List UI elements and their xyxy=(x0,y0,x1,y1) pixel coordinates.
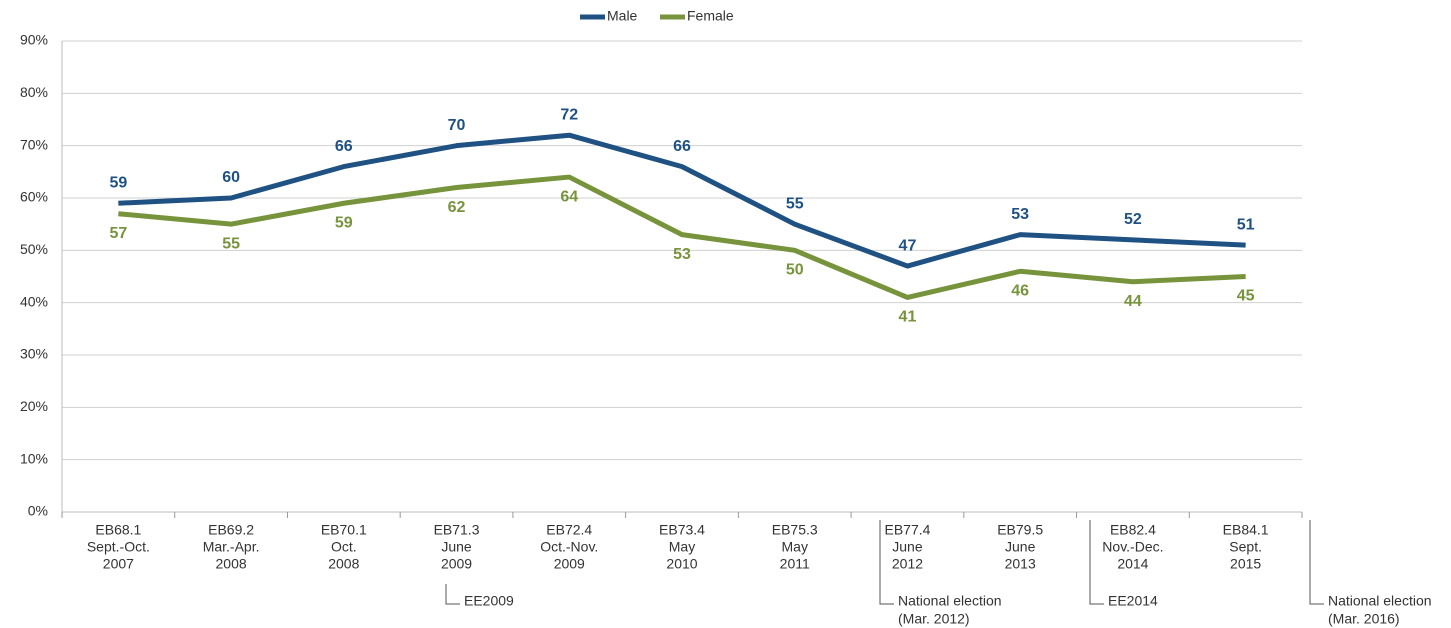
data-label: 53 xyxy=(1011,206,1029,223)
x-tick-label: EB75.3 xyxy=(772,522,818,538)
data-label: 62 xyxy=(448,199,466,216)
x-tick-label: Oct. xyxy=(331,539,357,555)
x-tick-label: EB72.4 xyxy=(546,522,592,538)
series-line xyxy=(118,132,1246,269)
x-tick-label: Sept. xyxy=(1229,539,1262,555)
x-tick-label: 2009 xyxy=(554,556,585,572)
y-tick-label: 80% xyxy=(20,84,48,100)
x-tick-label: 2008 xyxy=(328,556,359,572)
x-tick-label: EB68.1 xyxy=(95,522,141,538)
annotation-bracket xyxy=(879,520,894,605)
annotation-text: EE2009 xyxy=(464,593,514,609)
annotation-text: National election xyxy=(898,593,1002,609)
annotation-bracket xyxy=(445,584,460,605)
data-label: 47 xyxy=(899,237,917,254)
legend-label: Male xyxy=(607,8,638,24)
y-tick-label: 0% xyxy=(28,503,48,519)
data-label: 66 xyxy=(673,138,691,155)
x-tick-label: Oct.-Nov. xyxy=(540,539,598,555)
x-tick-label: EB73.4 xyxy=(659,522,705,538)
y-tick-label: 60% xyxy=(20,189,48,205)
data-label: 59 xyxy=(335,214,353,231)
x-tick-label: EB71.3 xyxy=(434,522,480,538)
x-tick-label: Nov.-Dec. xyxy=(1102,539,1163,555)
data-label: 51 xyxy=(1237,216,1255,233)
data-label: 46 xyxy=(1011,282,1029,299)
x-tick-label: EB84.1 xyxy=(1223,522,1269,538)
x-tick-label: EB69.2 xyxy=(208,522,254,538)
data-label: 72 xyxy=(560,106,578,123)
data-label: 45 xyxy=(1237,288,1255,305)
data-label: 55 xyxy=(786,195,804,212)
x-tick-label: 2011 xyxy=(780,556,810,572)
annotation-bracket xyxy=(1309,520,1324,605)
legend-label: Female xyxy=(687,8,734,24)
data-label: 59 xyxy=(109,174,127,191)
x-tick-label: June xyxy=(441,539,472,555)
data-label: 52 xyxy=(1124,211,1142,228)
x-tick-label: Mar.-Apr. xyxy=(203,539,260,555)
x-tick-label: 2012 xyxy=(892,556,923,572)
y-tick-label: 40% xyxy=(20,293,48,309)
x-tick-label: June xyxy=(892,539,923,555)
x-tick-label: 2007 xyxy=(103,556,134,572)
y-tick-label: 20% xyxy=(20,398,48,414)
x-tick-label: 2009 xyxy=(441,556,472,572)
x-tick-label: 2008 xyxy=(216,556,247,572)
y-tick-label: 10% xyxy=(20,450,48,466)
x-tick-label: May xyxy=(782,539,808,555)
x-tick-label: 2015 xyxy=(1230,556,1261,572)
x-tick-label: EB77.4 xyxy=(884,522,930,538)
x-tick-label: May xyxy=(669,539,695,555)
data-label: 60 xyxy=(222,169,240,186)
annotation-text: (Mar. 2012) xyxy=(898,611,970,627)
data-label: 70 xyxy=(448,117,466,134)
annotation-text: EE2014 xyxy=(1108,593,1158,609)
x-tick-label: 2013 xyxy=(1005,556,1036,572)
y-tick-label: 90% xyxy=(20,32,48,48)
annotation-text: National election xyxy=(1328,593,1432,609)
data-label: 66 xyxy=(335,138,353,155)
data-label: 50 xyxy=(786,262,804,279)
data-label: 55 xyxy=(222,235,240,252)
data-label: 44 xyxy=(1124,293,1142,310)
x-tick-label: June xyxy=(1005,539,1036,555)
data-label: 64 xyxy=(560,188,578,205)
annotation-bracket xyxy=(1089,520,1104,605)
annotation-text: (Mar. 2016) xyxy=(1328,611,1400,627)
x-tick-label: EB79.5 xyxy=(997,522,1043,538)
x-tick-label: Sept.-Oct. xyxy=(87,539,150,555)
y-tick-label: 30% xyxy=(20,346,48,362)
x-tick-label: 2014 xyxy=(1117,556,1148,572)
y-tick-label: 50% xyxy=(20,241,48,257)
x-tick-label: 2010 xyxy=(666,556,697,572)
data-label: 41 xyxy=(899,309,917,326)
series-line xyxy=(118,174,1246,300)
data-label: 53 xyxy=(673,246,691,263)
x-tick-label: EB82.4 xyxy=(1110,522,1156,538)
data-label: 57 xyxy=(109,225,127,242)
y-tick-label: 70% xyxy=(20,136,48,152)
x-tick-label: EB70.1 xyxy=(321,522,367,538)
